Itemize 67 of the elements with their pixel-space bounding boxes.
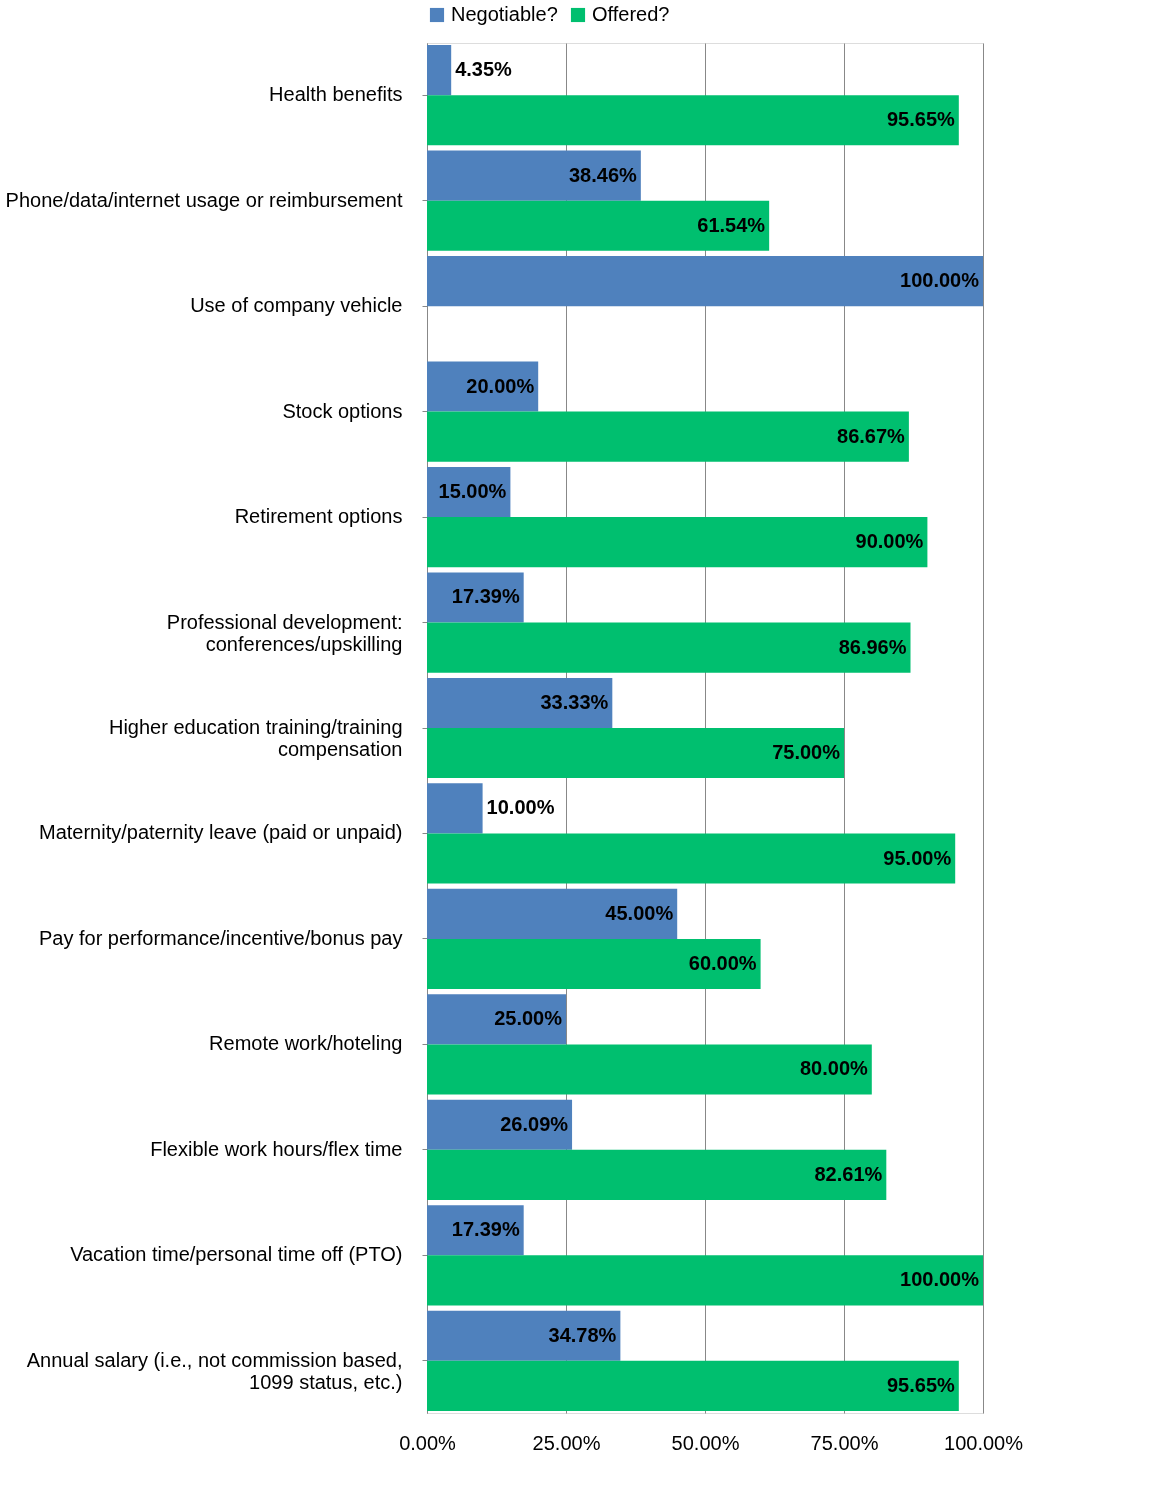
data-label: 38.46% [568, 163, 638, 186]
data-label: 82.61% [814, 1162, 883, 1185]
bar [427, 1044, 872, 1095]
data-label: 45.00% [605, 901, 674, 924]
y-tick-label: Health benefits [269, 83, 403, 106]
bar [427, 150, 641, 201]
x-tick-label: 25.00% [532, 1431, 601, 1454]
bar [427, 1360, 959, 1411]
y-tick-label: Remote work/hoteling [209, 1032, 403, 1055]
bar [427, 45, 452, 96]
data-label: 95.00% [883, 846, 952, 869]
data-label: 20.00% [466, 374, 535, 397]
data-label: 10.00% [486, 796, 555, 819]
y-tick-label: Stock options [282, 399, 403, 422]
data-label: 26.09% [500, 1112, 569, 1135]
data-label: 75.00% [772, 741, 841, 764]
data-label: 95.65% [886, 1373, 956, 1396]
bar [427, 833, 956, 884]
bar [427, 994, 566, 1045]
data-label: 100.00% [900, 269, 980, 292]
y-tick-label: Use of company vehicle [190, 294, 403, 317]
legend-label: Negotiable? [451, 3, 558, 25]
y-tick-label: Pay for performance/incentive/bonus pay [38, 926, 403, 949]
y-tick-label: Retirement options [234, 505, 403, 528]
data-label: 80.00% [799, 1057, 869, 1080]
data-label: 100.00% [900, 1268, 980, 1291]
data-label: 33.33% [540, 690, 609, 713]
bar [427, 728, 844, 779]
data-label: 86.96% [838, 635, 907, 658]
bar [427, 888, 678, 939]
bar [427, 677, 613, 728]
x-tick-label: 50.00% [671, 1431, 740, 1454]
bar [427, 572, 524, 623]
data-label: 95.65% [886, 108, 956, 131]
y-tick-label: Flexible work hours/flex time [150, 1137, 403, 1160]
x-tick-label: 75.00% [810, 1431, 879, 1454]
bar [427, 1099, 573, 1150]
bar [427, 622, 911, 673]
bar [427, 256, 983, 307]
legend-label: Offered? [592, 3, 670, 25]
x-tick-label: 0.00% [399, 1431, 457, 1454]
bar [427, 1255, 983, 1306]
data-label: 25.00% [494, 1007, 563, 1030]
data-label: 60.00% [688, 951, 757, 974]
data-label: 90.00% [855, 530, 924, 553]
bar [427, 938, 761, 990]
data-label: 15.00% [438, 480, 507, 503]
bar [427, 95, 959, 146]
y-tick-label: Vacation time/personal time off (PTO) [70, 1243, 403, 1266]
y-tick-label: Annual salary (i.e., not commission based, 1099 status, etc.) [26, 1348, 403, 1393]
y-tick-label: Professional development: conferences/upskilling [166, 610, 403, 655]
y-tick-label: Phone/data/internet usage or reimbursement [5, 188, 403, 211]
data-label: 17.39% [451, 585, 520, 608]
data-label: 61.54% [697, 213, 766, 236]
data-label: 86.67% [837, 424, 906, 447]
bar [427, 200, 770, 251]
data-label: 34.78% [548, 1323, 617, 1346]
bar [427, 517, 928, 568]
bar [427, 783, 483, 834]
bar [427, 1149, 887, 1200]
x-tick-label: 100.00% [944, 1431, 1024, 1454]
data-label: 17.39% [451, 1218, 520, 1241]
data-label: 4.35% [455, 58, 513, 81]
y-tick-label: Maternity/paternity leave (paid or unpaid) [38, 821, 403, 844]
y-tick-label: Higher education training/training compensation [108, 716, 403, 760]
bar [427, 1310, 621, 1361]
bar [427, 411, 909, 462]
